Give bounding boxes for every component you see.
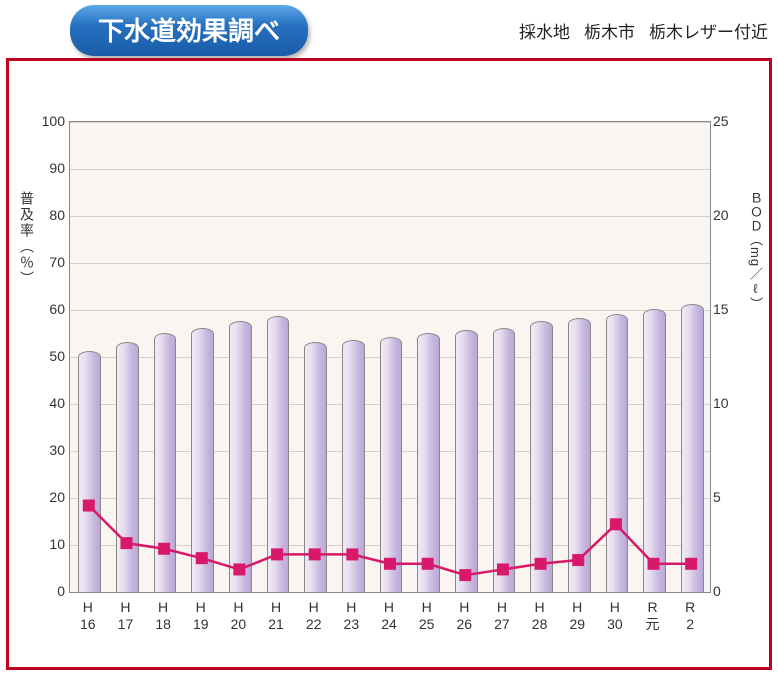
chart-container: 下水道効果調べ 採水地 栃木市 栃木レザー付近 普及率（％） ＢＯＤ（mg／ℓ）… bbox=[0, 0, 778, 676]
bod-marker bbox=[196, 552, 208, 564]
x-tick: H 18 bbox=[155, 599, 171, 633]
x-tick: H 27 bbox=[494, 599, 510, 633]
location-label: 採水地 bbox=[519, 18, 570, 43]
y-right-tick: 0 bbox=[713, 583, 721, 599]
x-tick: H 30 bbox=[607, 599, 623, 633]
x-tick: H 24 bbox=[381, 599, 397, 633]
bod-marker bbox=[610, 518, 622, 530]
y-right-tick: 15 bbox=[713, 301, 729, 317]
plot-area bbox=[69, 121, 711, 593]
bod-marker bbox=[384, 558, 396, 570]
y-left-tick: 100 bbox=[42, 113, 65, 129]
y-left-tick: 40 bbox=[49, 395, 65, 411]
y-left-tick: 30 bbox=[49, 442, 65, 458]
location-detail: 栃木レザー付近 bbox=[649, 18, 768, 43]
y-right-tick: 10 bbox=[713, 395, 729, 411]
y-left-tick: 90 bbox=[49, 160, 65, 176]
y-left-tick: 70 bbox=[49, 254, 65, 270]
bod-marker bbox=[158, 543, 170, 555]
x-tick: H 16 bbox=[80, 599, 96, 633]
location-city: 栃木市 bbox=[584, 18, 635, 43]
y-axis-left-label: 普及率（％） bbox=[17, 191, 37, 287]
bod-marker bbox=[309, 548, 321, 560]
bod-marker bbox=[685, 558, 697, 570]
bod-marker bbox=[271, 548, 283, 560]
y-right-tick: 5 bbox=[713, 489, 721, 505]
bod-marker bbox=[233, 563, 245, 575]
bod-marker bbox=[535, 558, 547, 570]
bod-marker bbox=[572, 554, 584, 566]
x-axis: H 16 H 17 H 18 H 19 H 20 H 21 H 22 H 23 H 24 H 25… bbox=[69, 595, 709, 635]
y-left-tick: 60 bbox=[49, 301, 65, 317]
chart-border: 普及率（％） ＢＯＤ（mg／ℓ） 普及率（％） BOD（mg/l） (H21まで… bbox=[6, 58, 772, 670]
location-text: 採水地 栃木市 栃木レザー付近 bbox=[519, 18, 768, 43]
x-tick: H 17 bbox=[118, 599, 134, 633]
x-tick: H 21 bbox=[268, 599, 284, 633]
line-layer bbox=[70, 122, 710, 592]
x-tick: H 25 bbox=[419, 599, 435, 633]
y-left-tick: 50 bbox=[49, 348, 65, 364]
y-right-tick: 20 bbox=[713, 207, 729, 223]
y-left-tick: 20 bbox=[49, 489, 65, 505]
y-left-tick: 0 bbox=[57, 583, 65, 599]
bod-marker bbox=[459, 569, 471, 581]
x-tick: H 22 bbox=[306, 599, 322, 633]
x-tick: H 20 bbox=[231, 599, 247, 633]
x-tick: H 28 bbox=[532, 599, 548, 633]
bod-marker bbox=[497, 563, 509, 575]
bod-marker bbox=[648, 558, 660, 570]
header-row: 下水道効果調べ 採水地 栃木市 栃木レザー付近 bbox=[0, 0, 778, 54]
y-axis-right: 0510152025 bbox=[709, 121, 739, 591]
bod-marker bbox=[422, 558, 434, 570]
title-pill: 下水道効果調べ bbox=[70, 5, 308, 56]
y-right-tick: 25 bbox=[713, 113, 729, 129]
y-left-tick: 80 bbox=[49, 207, 65, 223]
y-axis-left: 0102030405060708090100 bbox=[39, 121, 69, 591]
x-tick: H 19 bbox=[193, 599, 209, 633]
bod-marker bbox=[83, 500, 95, 512]
x-tick: H 26 bbox=[456, 599, 472, 633]
y-left-tick: 10 bbox=[49, 536, 65, 552]
x-tick: H 29 bbox=[569, 599, 585, 633]
bod-marker bbox=[346, 548, 358, 560]
x-tick: R 2 bbox=[685, 599, 695, 633]
x-tick: R 元 bbox=[646, 599, 660, 633]
x-tick: H 23 bbox=[344, 599, 360, 633]
y-axis-right-label: ＢＯＤ（mg／ℓ） bbox=[746, 191, 765, 311]
bod-marker bbox=[120, 537, 132, 549]
